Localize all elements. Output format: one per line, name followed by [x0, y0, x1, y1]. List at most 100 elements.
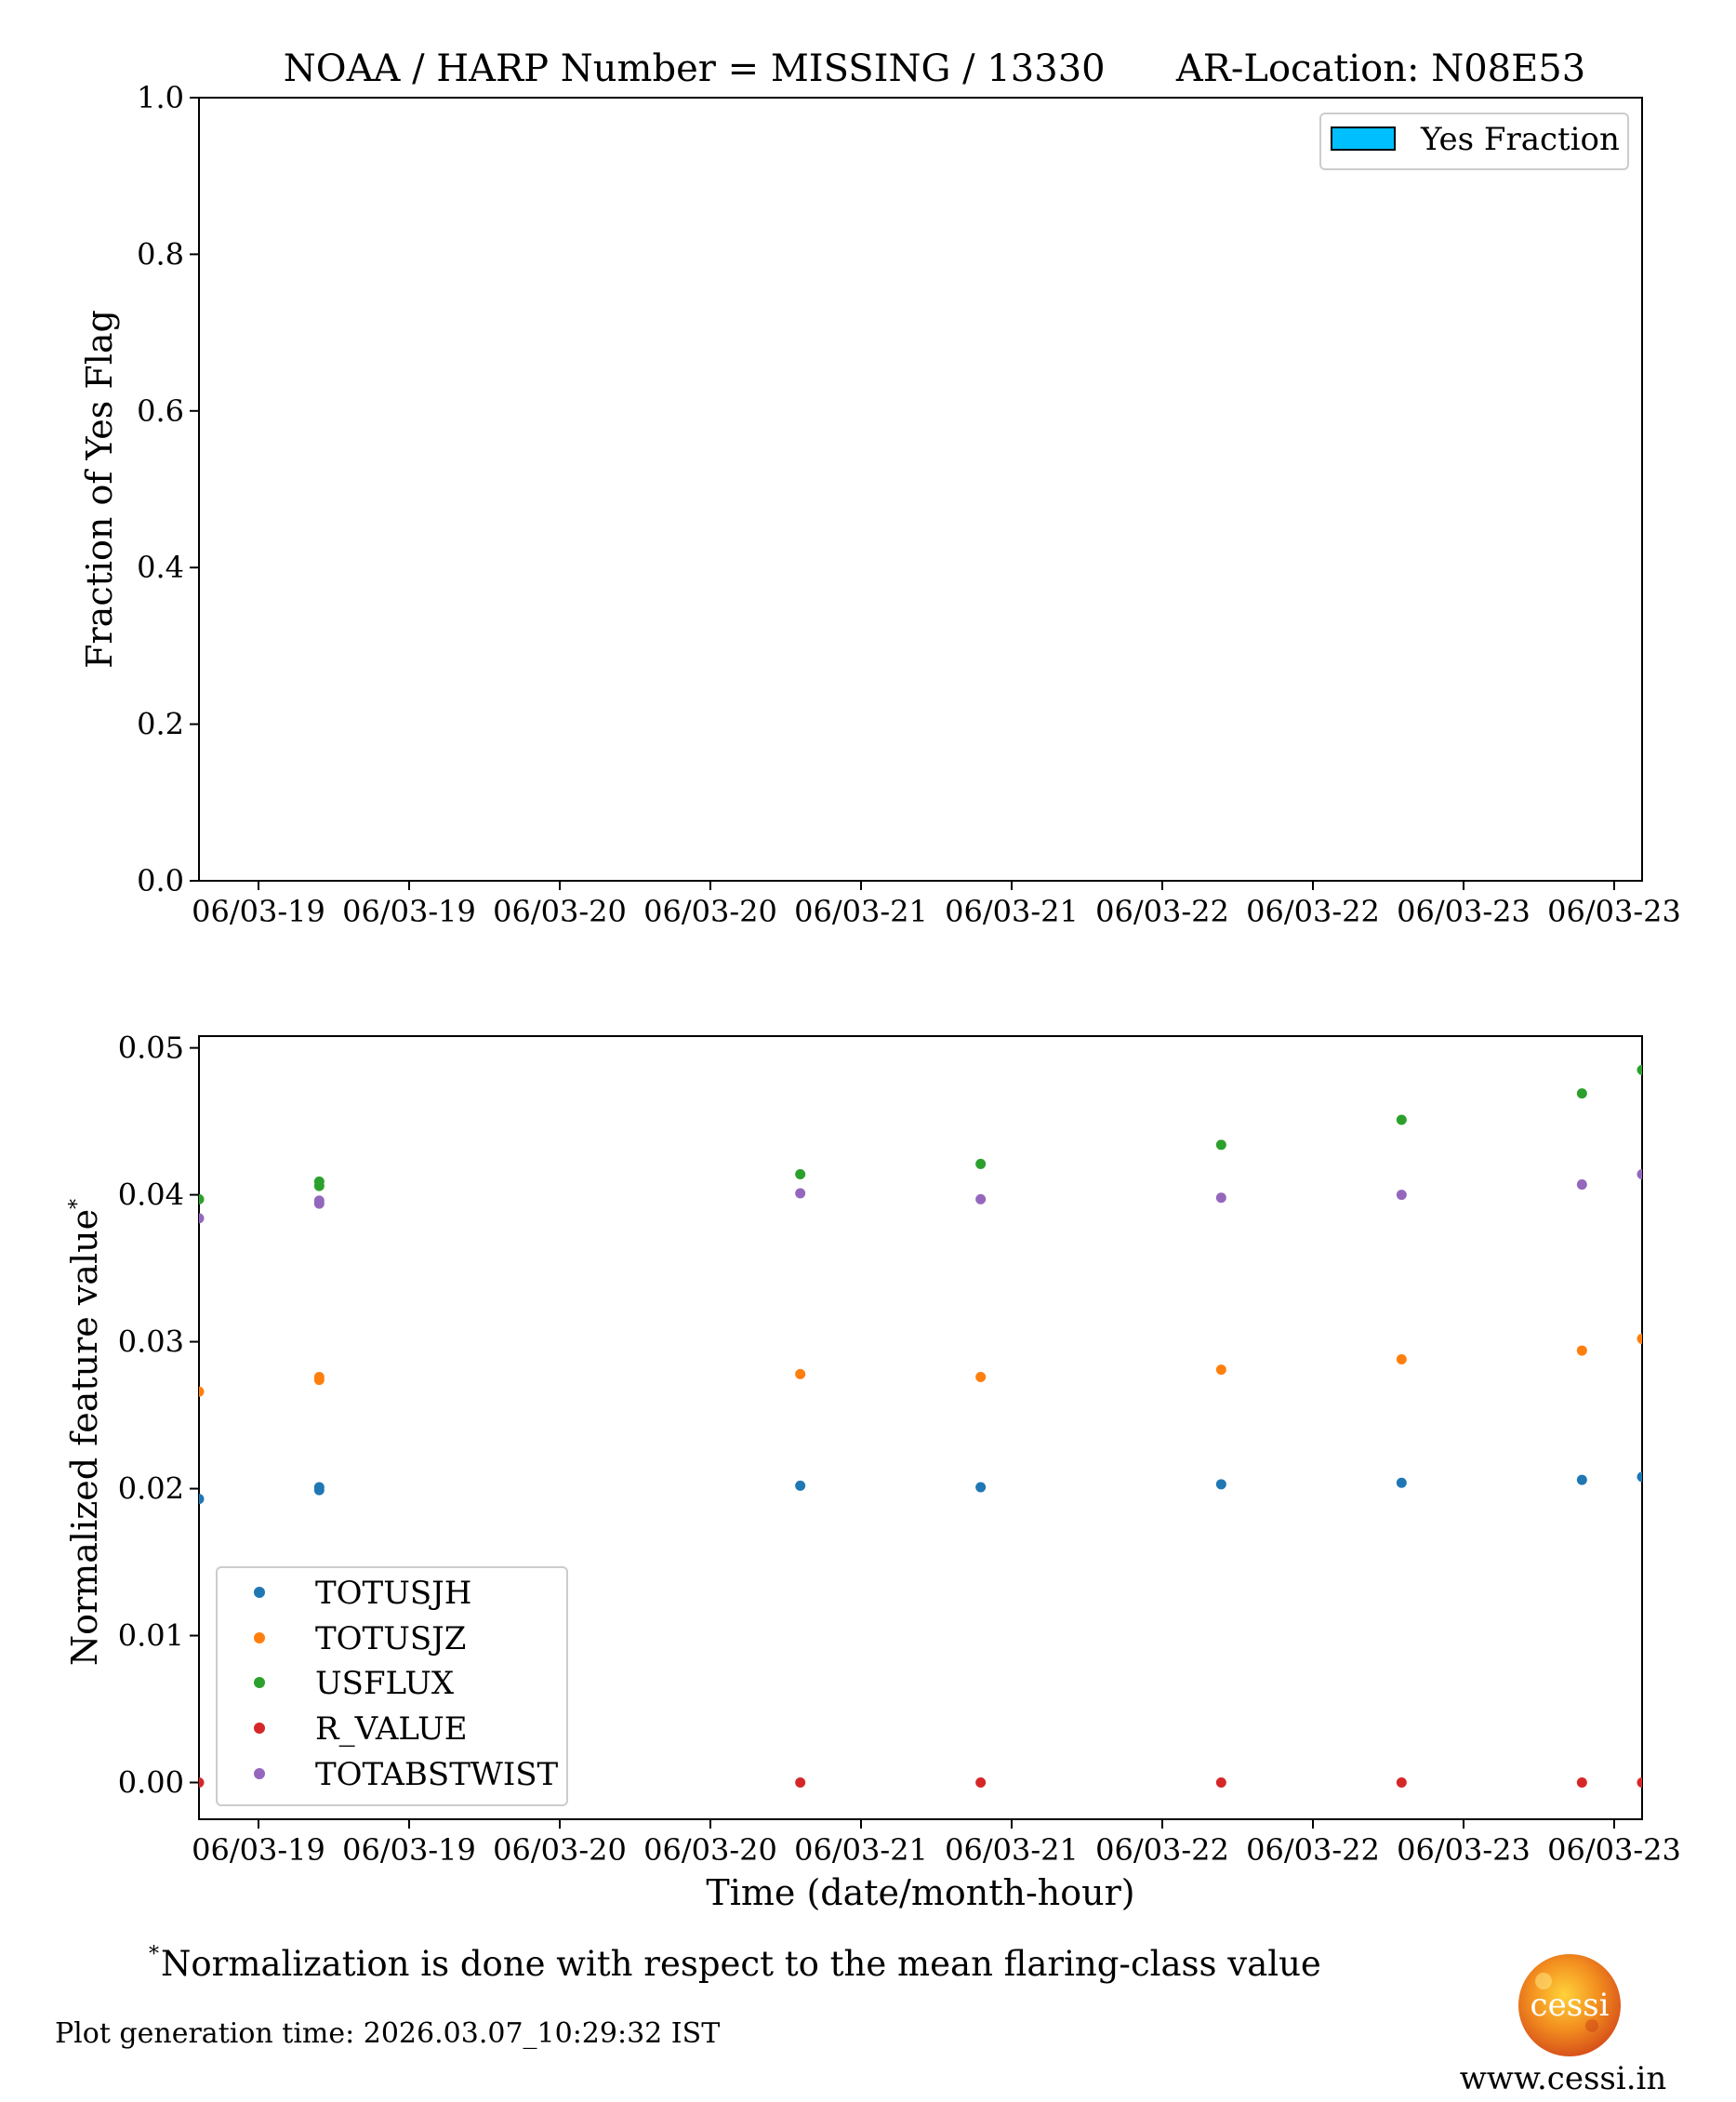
point-totusjz: [1396, 1354, 1407, 1365]
bottom-x-tick-label: 06/03-23: [1547, 1832, 1681, 1868]
top-x-tick-label: 06/03-20: [643, 894, 777, 929]
point-usflux: [795, 1168, 806, 1179]
point-totusjz: [313, 1375, 325, 1386]
point-totabstwist: [1576, 1179, 1587, 1191]
legend-marker-totusjz: [254, 1632, 265, 1643]
point-usflux: [1215, 1139, 1226, 1151]
top-y-tick-label: 0.8: [137, 236, 184, 272]
point-totusjz: [1215, 1364, 1226, 1376]
legend-label-totusjz: TOTUSJZ: [315, 1620, 466, 1657]
point-usflux: [313, 1180, 325, 1191]
legend-label-yes-fraction: Yes Fraction: [1420, 121, 1620, 158]
legend-label-r-value: R_VALUE: [315, 1710, 468, 1748]
bottom-y-tick-label: 0.04: [118, 1177, 184, 1213]
legend-marker-r-value: [254, 1723, 265, 1734]
legend-label-usflux: USFLUX: [315, 1665, 455, 1702]
top-y-tick-label: 0.2: [137, 707, 184, 742]
point-r-value: [1396, 1777, 1407, 1789]
bottom-legend[interactable]: TOTUSJH TOTUSJZ USFLUX R_VALUE TOTABSTWI…: [216, 1566, 568, 1806]
point-totusjz: [795, 1368, 806, 1379]
legend-marker-totabstwist: [254, 1768, 265, 1779]
point-usflux: [1637, 1064, 1642, 1075]
top-x-tick-label: 06/03-20: [493, 894, 627, 929]
top-y-tick-label: 0.4: [137, 550, 184, 585]
top-x-tick-label: 06/03-23: [1547, 894, 1681, 929]
bottom-y-axis: 0.00 0.01 0.02 0.03 0.04 0.05: [118, 1031, 199, 1801]
bottom-x-tick-label: 06/03-20: [493, 1832, 627, 1868]
top-y-tick-label: 0.6: [137, 393, 184, 429]
point-totusjh: [975, 1482, 987, 1493]
point-totabstwist: [795, 1188, 806, 1199]
bottom-x-tick-label: 06/03-21: [794, 1832, 928, 1868]
bottom-x-tick-label: 06/03-23: [1397, 1832, 1531, 1868]
bottom-plot-frame: [198, 1035, 1643, 1820]
top-legend-box: [1319, 113, 1629, 170]
legend-marker-usflux: [254, 1677, 265, 1688]
point-totusjh: [1396, 1477, 1407, 1488]
yes-fraction-swatch: [1331, 126, 1396, 151]
top-x-tick-label: 06/03-19: [342, 894, 476, 929]
top-x-tick-label: 06/03-21: [794, 894, 928, 929]
point-totusjz: [199, 1386, 205, 1397]
top-x-tick-label: 06/03-23: [1397, 894, 1531, 929]
point-totabstwist: [199, 1213, 205, 1224]
point-totusjh: [1576, 1474, 1587, 1485]
top-chart: NOAA / HARP Number = MISSING / 13330 AR-…: [79, 47, 1681, 929]
point-totusjz: [1637, 1333, 1642, 1344]
bottom-y-tick-label: 0.01: [118, 1618, 184, 1654]
logo-text: cessi: [1531, 1987, 1610, 2024]
bottom-x-tick-label: 06/03-19: [342, 1832, 476, 1868]
bottom-x-axis-label: Time (date/month-hour): [706, 1872, 1134, 1913]
sun-dark-spot: [1585, 2019, 1598, 2032]
point-totusjh: [1215, 1479, 1226, 1490]
top-x-tick-label: 06/03-19: [192, 894, 325, 929]
legend-marker-totusjh: [254, 1587, 265, 1598]
sun-glow-spot: [1535, 1973, 1552, 1989]
point-totusjh: [795, 1480, 806, 1491]
point-r-value: [1637, 1777, 1642, 1789]
top-legend[interactable]: Yes Fraction: [1319, 113, 1629, 170]
point-r-value: [199, 1777, 205, 1789]
cessi-url-link[interactable]: www.cessi.in: [1460, 2060, 1667, 2097]
point-r-value: [795, 1777, 806, 1789]
point-usflux: [1576, 1088, 1587, 1099]
point-totabstwist: [1396, 1190, 1407, 1201]
point-totusjz: [1576, 1345, 1587, 1356]
top-x-axis: 06/03-19 06/03-19 06/03-20 06/03-20 06/03-21…: [192, 881, 1681, 929]
point-totabstwist: [1637, 1168, 1642, 1179]
footer: *Normalization is done with respect to t…: [55, 1943, 1666, 2097]
point-totabstwist: [975, 1193, 987, 1204]
point-r-value: [975, 1777, 987, 1789]
point-r-value: [1576, 1777, 1587, 1789]
top-plot-frame: [198, 97, 1643, 882]
point-r-value: [1215, 1777, 1226, 1789]
point-usflux: [975, 1158, 987, 1169]
point-totusjh: [199, 1494, 205, 1505]
cessi-logo[interactable]: cessi: [1518, 1954, 1621, 2056]
top-y-axis: 0.0 0.2 0.4 0.6 0.8 1.0: [137, 80, 199, 898]
bottom-legend-box: [216, 1566, 568, 1806]
bottom-y-axis-label-asterisk: *: [66, 1199, 89, 1209]
bottom-x-tick-label: 06/03-20: [643, 1832, 777, 1868]
bottom-chart: 0.000.010.020.030.040.05 06/03-19 06/03-1…: [64, 1031, 1681, 1913]
top-x-tick-label: 06/03-22: [1246, 894, 1380, 929]
point-totusjh: [1637, 1471, 1642, 1483]
point-usflux: [1396, 1114, 1407, 1125]
point-totusjz: [975, 1371, 987, 1382]
legend-label-totabstwist: TOTABSTWIST: [315, 1756, 559, 1793]
bottom-x-tick-label: 06/03-22: [1095, 1832, 1229, 1868]
top-chart-title: NOAA / HARP Number = MISSING / 13330 AR-…: [284, 47, 1585, 90]
bottom-y-tick-label: 0.02: [118, 1471, 184, 1507]
bottom-y-tick-label: 0.05: [118, 1031, 184, 1066]
legend-label-totusjh: TOTUSJH: [315, 1575, 471, 1612]
top-y-tick-label: 1.0: [137, 80, 184, 115]
point-usflux: [199, 1193, 205, 1204]
bottom-y-axis-label-text: Normalized feature value: [64, 1209, 105, 1666]
normalization-note: *Normalization is done with respect to t…: [149, 1943, 1321, 1984]
bottom-y-tick-label: 0.00: [118, 1765, 184, 1801]
point-totabstwist: [1215, 1192, 1226, 1204]
normalization-note-asterisk: *: [149, 1943, 159, 1966]
top-y-axis-label: Fraction of Yes Flag: [79, 310, 120, 669]
plot-generation-time: Plot generation time: 2026.03.07_10:29:3…: [55, 2017, 720, 2050]
